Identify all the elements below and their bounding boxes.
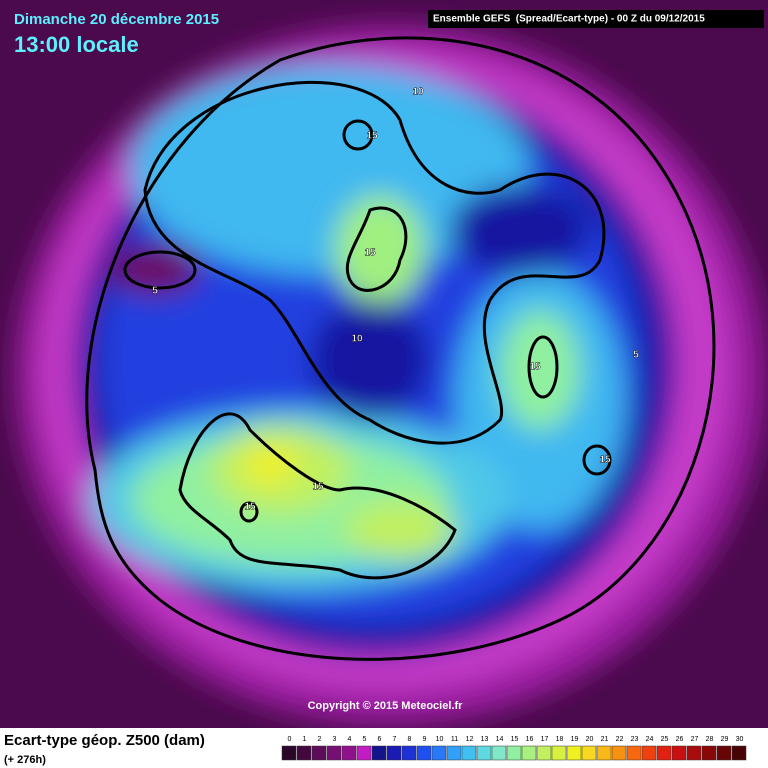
contour-label: 15 (599, 455, 611, 466)
colorbar-label: 24 (646, 736, 654, 743)
date: Dimanche 20 décembre 2015 (14, 11, 219, 28)
time: 13:00 locale (14, 32, 139, 57)
colorbar-label: 8 (408, 736, 412, 743)
color-swatch (551, 745, 567, 761)
colorbar-label: 19 (571, 736, 579, 743)
colorbar-label: 29 (721, 736, 729, 743)
colorbar-label: 27 (691, 736, 699, 743)
colorbar-label: 1 (303, 736, 307, 743)
color-swatch (506, 745, 522, 761)
color-swatch (446, 745, 462, 761)
color-swatch (311, 745, 327, 761)
contour-labels: 10 15 15 5 10 15 5 15 15 15 (152, 86, 639, 513)
color-swatch (701, 745, 717, 761)
colorbar-label: 17 (541, 736, 549, 743)
colorbar-label: 0 (288, 736, 292, 743)
colorbar-label: 15 (511, 736, 519, 743)
color-swatch (581, 745, 597, 761)
colorbar-label: 6 (378, 736, 382, 743)
color-swatch (671, 745, 687, 761)
colorbar-label: 14 (496, 736, 504, 743)
contour-label: 5 (152, 286, 158, 297)
colorbar-label: 23 (631, 736, 639, 743)
color-swatch (731, 745, 747, 761)
color-swatch (476, 745, 492, 761)
colorbar-label: 2 (318, 736, 322, 743)
color-swatch (566, 745, 582, 761)
lead-time: (+ 276h) (4, 754, 46, 766)
model: Ensemble GEFS (Spread/Ecart-type) - 00 Z… (433, 14, 705, 25)
legend-title: Ecart-type géop. Z500 (dam) (4, 732, 205, 749)
colorbar-label: 4 (348, 736, 352, 743)
color-swatch (641, 745, 657, 761)
colorbar-label: 21 (601, 736, 609, 743)
contour-label: 15 (244, 502, 256, 513)
color-swatch (296, 745, 312, 761)
colorbar-label: 18 (556, 736, 564, 743)
contour-label: 15 (312, 482, 324, 493)
colorbar-label: 3 (333, 736, 337, 743)
colorbar-label: 22 (616, 736, 624, 743)
color-swatch (656, 745, 672, 761)
colorbar-label: 5 (363, 736, 367, 743)
colorbar-label: 11 (451, 736, 458, 743)
colorbar-label: 16 (526, 736, 534, 743)
color-swatch (326, 745, 342, 761)
color-swatch (686, 745, 702, 761)
color-swatch (716, 745, 732, 761)
copyright: Copyright © 2015 Meteociel.fr (308, 700, 464, 712)
color-swatch (341, 745, 357, 761)
color-swatch (431, 745, 447, 761)
color-swatch (461, 745, 477, 761)
contour-label: 15 (529, 362, 541, 373)
model-box (428, 10, 764, 28)
colorbar-label: 9 (423, 736, 427, 743)
colorbar-label: 30 (736, 736, 744, 743)
colorbar-label: 25 (661, 736, 669, 743)
color-swatch (491, 745, 507, 761)
color-swatch (386, 745, 402, 761)
colorbar: 0 1 2 3 4 5 6 7 8 9 10 11 12 13 14 15 16 17 18 19 20 21 22 23 24… (281, 736, 747, 761)
color-swatch (401, 745, 417, 761)
colorbar-label: 20 (586, 736, 594, 743)
color-swatch (281, 745, 297, 761)
colorbar-label: 12 (466, 736, 474, 743)
color-swatch (611, 745, 627, 761)
contour-label: 10 (412, 87, 424, 98)
colorbar-label: 10 (436, 736, 444, 743)
colorbar-label: 13 (481, 736, 489, 743)
color-swatch (536, 745, 552, 761)
color-swatch (371, 745, 387, 761)
contour-label: 15 (366, 131, 378, 142)
color-swatch (626, 745, 642, 761)
colorbar-label: 26 (676, 736, 684, 743)
color-swatch (596, 745, 612, 761)
color-swatch (416, 745, 432, 761)
field (15, 25, 765, 725)
contour-label: 15 (364, 248, 376, 259)
colorbar-label: 28 (706, 736, 714, 743)
color-swatch (356, 745, 372, 761)
contours (85, 36, 716, 661)
colorbar-label: 7 (393, 736, 397, 743)
color-swatch (521, 745, 537, 761)
contour-label: 10 (351, 334, 363, 345)
contour-label: 5 (633, 350, 639, 361)
